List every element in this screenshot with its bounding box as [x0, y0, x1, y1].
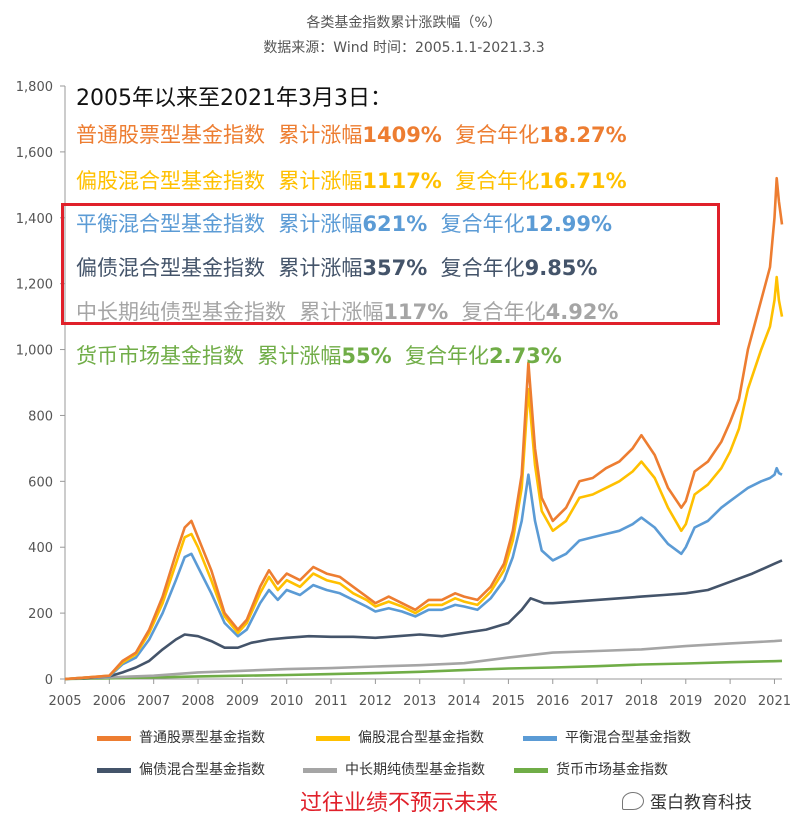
annotation-cum-label: 累计涨幅: [299, 300, 384, 324]
y-tick-label: 1,800: [16, 80, 53, 95]
legend-item: 偏股混合型基金指数: [316, 727, 484, 747]
legend-label: 普通股票型基金指数: [139, 730, 265, 746]
annotation-series-name: 平衡混合型基金指数: [76, 212, 265, 236]
legend-label: 货币市场基金指数: [556, 762, 668, 778]
x-tick-label: 2016: [536, 694, 569, 709]
annotation-annual-value: 16.71%: [539, 169, 627, 193]
x-tick-label: 2012: [359, 694, 392, 709]
legend-item: 货币市场基金指数: [514, 759, 668, 779]
annotation-annual-value: 9.85%: [524, 256, 598, 280]
annotation-series-name: 中长期纯债型基金指数: [76, 300, 286, 324]
series-line: [64, 275, 784, 681]
annotation-row: 中长期纯债型基金指数 累计涨幅117% 复合年化4.92%: [76, 296, 618, 326]
x-tick-label: 2018: [625, 694, 658, 709]
x-tick-label: 2008: [181, 694, 214, 709]
annotation-annual-value: 18.27%: [539, 123, 627, 147]
series-line: [64, 559, 783, 681]
legend-swatch: [523, 735, 557, 741]
annotation-cum-value: 357%: [362, 256, 428, 280]
annotation-cum-value: 621%: [362, 212, 428, 236]
y-tick-label: 1,200: [16, 278, 53, 293]
watermark: 蛋白教育科技: [622, 788, 752, 813]
annotation-cum-value: 1409%: [362, 123, 442, 147]
chart-title: 各类基金指数累计涨跌幅（%）: [306, 15, 502, 31]
legend-swatch: [303, 767, 337, 773]
annotation-row: 偏股混合型基金指数 累计涨幅1117% 复合年化16.71%: [76, 165, 627, 195]
y-tick-label: 1,400: [16, 212, 53, 227]
annotation-annual-value: 2.73%: [488, 344, 562, 368]
x-tick-label: 2017: [581, 694, 614, 709]
x-tick-label: 2011: [315, 694, 348, 709]
legend-swatch: [97, 735, 131, 741]
legend-item: 普通股票型基金指数: [97, 727, 265, 747]
x-tick-label: 2021: [758, 694, 791, 709]
annotation-cum-label: 累计涨幅: [278, 169, 363, 193]
annotation-cum-value: 1117%: [362, 169, 442, 193]
series-line: [64, 659, 783, 681]
x-tick-label: 2005: [48, 694, 81, 709]
annotation-annual-value: 12.99%: [524, 212, 613, 236]
annotation-row: 普通股票型基金指数 累计涨幅1409% 复合年化18.27%: [76, 119, 627, 149]
annotation-cum-label: 累计涨幅: [278, 212, 363, 236]
legend-label: 偏股混合型基金指数: [358, 730, 484, 746]
highlight-box: [61, 203, 720, 325]
legend-item: 偏债混合型基金指数: [97, 759, 265, 779]
y-tick-label: 800: [28, 409, 53, 424]
x-tick-label: 2019: [669, 694, 702, 709]
annotation-heading: 2005年以来至2021年3月3日：: [76, 86, 392, 111]
legend-swatch: [316, 735, 350, 741]
x-tick-label: 2015: [492, 694, 525, 709]
legend-label: 平衡混合型基金指数: [565, 730, 691, 746]
annotation-row: 偏债混合型基金指数 累计涨幅357% 复合年化9.85%: [76, 252, 597, 282]
annotation-row: 平衡混合型基金指数 累计涨幅621% 复合年化12.99%: [76, 208, 612, 238]
y-tick-label: 600: [28, 475, 53, 490]
x-tick-label: 2014: [448, 694, 481, 709]
legend-item: 平衡混合型基金指数: [523, 727, 691, 747]
series-line: [64, 466, 783, 681]
annotation-annual-value: 4.92%: [545, 300, 619, 324]
x-tick-label: 2010: [270, 694, 303, 709]
legend-label: 偏债混合型基金指数: [139, 762, 265, 778]
annotation-cum-value: 55%: [341, 344, 392, 368]
y-tick-label: 1,000: [16, 344, 53, 359]
disclaimer-text: 过往业绩不预示未来: [300, 791, 499, 816]
annotation-annual-label: 复合年化: [440, 256, 525, 280]
annotation-cum-label: 累计涨幅: [278, 123, 363, 147]
legend-item: 中长期纯债型基金指数: [303, 759, 485, 779]
annotation-cum-label: 累计涨幅: [278, 256, 363, 280]
y-tick-label: 0: [45, 673, 53, 688]
y-tick-label: 1,600: [16, 146, 53, 161]
wechat-icon: [622, 792, 644, 810]
annotation-annual-label: 复合年化: [404, 344, 489, 368]
annotation-series-name: 偏债混合型基金指数: [76, 256, 265, 280]
annotation-series-name: 偏股混合型基金指数: [76, 169, 265, 193]
annotation-series-name: 货币市场基金指数: [76, 344, 244, 368]
y-tick-label: 200: [28, 607, 53, 622]
x-tick-label: 2013: [403, 694, 436, 709]
x-tick-label: 2009: [226, 694, 259, 709]
watermark-text: 蛋白教育科技: [650, 793, 752, 813]
x-tick-label: 2007: [137, 694, 170, 709]
annotation-cum-label: 累计涨幅: [257, 344, 342, 368]
series-line: [64, 176, 784, 681]
annotation-row: 货币市场基金指数 累计涨幅55% 复合年化2.73%: [76, 340, 562, 370]
series-line: [64, 639, 783, 681]
y-tick-label: 400: [28, 541, 53, 556]
annotation-annual-label: 复合年化: [455, 169, 540, 193]
chart-subtitle: 数据来源：Wind 时间：2005.1.1-2021.3.3: [263, 40, 545, 56]
annotation-annual-label: 复合年化: [455, 123, 540, 147]
annotation-series-name: 普通股票型基金指数: [76, 123, 265, 147]
annotation-annual-label: 复合年化: [440, 212, 525, 236]
legend-label: 中长期纯债型基金指数: [345, 762, 485, 778]
legend-swatch: [514, 767, 548, 773]
legend-swatch: [97, 767, 131, 773]
annotation-cum-value: 117%: [383, 300, 449, 324]
annotation-annual-label: 复合年化: [461, 300, 546, 324]
x-tick-label: 2006: [93, 694, 126, 709]
x-tick-label: 2020: [714, 694, 747, 709]
